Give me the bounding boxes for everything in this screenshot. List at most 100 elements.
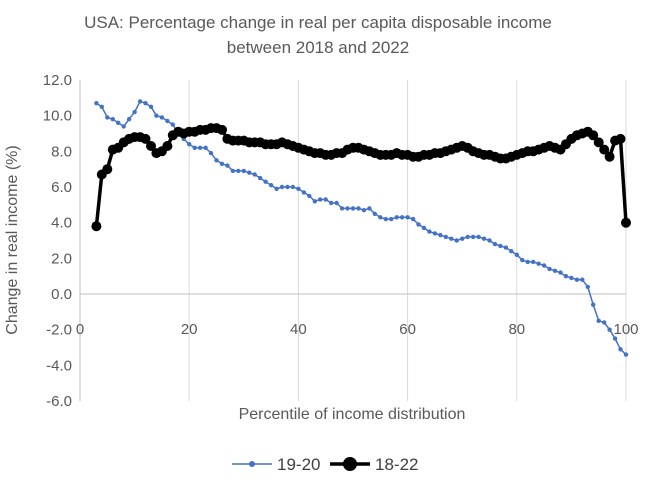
x-tick-labels: 0 20 40 60 80 100 [76,321,639,338]
data-point [531,259,536,265]
data-point [268,183,274,188]
legend-item-18-22: 18-22 [330,455,418,474]
y-axis-label: Change in real income (%) [4,145,21,334]
data-point [599,144,610,155]
data-point [318,197,323,202]
data-point [165,118,170,124]
data-point [345,206,350,211]
data-point [383,216,388,222]
data-point [154,113,159,118]
data-point [389,216,394,222]
x-tick-label: 40 [290,321,307,338]
data-point [621,217,631,228]
data-point [563,274,569,279]
data-point [615,133,626,144]
data-point [536,261,541,266]
data-point [203,145,208,150]
legend-swatch-marker [249,461,255,467]
data-point [110,117,116,122]
data-point [520,257,525,263]
x-tick-label: 0 [76,321,84,338]
data-point [503,245,509,250]
y-tick-label: 10.0 [43,108,72,125]
legend: 19-20 18-22 [232,455,418,474]
data-point [247,170,252,175]
y-tick-label: -2.0 [46,322,72,339]
y-tick-labels: -6.0 -4.0 -2.0 0.0 2.0 4.0 6.0 8.0 10.0 12.0 [43,72,72,410]
data-point [263,179,268,184]
data-point [476,234,481,240]
data-point [339,206,345,211]
data-point [405,215,410,220]
data-point [612,336,618,341]
data-point [547,266,552,272]
data-point [126,117,132,122]
data-point [236,168,241,174]
y-tick-label: 8.0 [51,143,72,160]
data-point [454,238,459,243]
data-point [146,141,156,151]
data-point [219,161,225,166]
data-point [569,275,574,281]
data-point [105,115,110,120]
data-point [296,186,301,191]
data-point [279,184,285,190]
y-tick-label: 12.0 [43,72,72,89]
data-point [99,104,105,110]
data-point [217,124,227,135]
data-point [514,252,519,257]
data-point [438,232,443,238]
data-point [432,231,438,236]
data-point [94,101,99,106]
y-tick-label: 4.0 [51,215,72,232]
y-tick-label: -6.0 [46,393,72,410]
x-tick-label: 60 [399,321,416,338]
data-point [443,234,448,240]
data-point [399,215,405,220]
data-point [208,150,214,156]
data-point [580,277,585,282]
data-point [585,284,590,290]
chart-subtitle: between 2018 and 2022 [227,38,409,57]
series-19-20 [94,99,629,357]
data-point [558,270,563,275]
data-point [192,145,197,150]
series-18-22 [91,123,631,232]
series-line-19-20 [95,100,627,356]
data-point [623,352,629,357]
data-point [427,229,432,234]
data-point [509,249,514,254]
data-point [140,133,151,144]
data-point [607,327,612,332]
x-tick-label: 20 [181,321,198,338]
data-point [487,238,492,243]
data-point [121,124,126,129]
data-point [410,216,416,222]
data-point [225,163,230,168]
series [91,99,631,357]
data-point [498,243,503,249]
data-point [170,122,175,127]
data-point [102,164,113,175]
y-tick-label: 6.0 [51,179,72,196]
data-point [116,120,121,126]
data-point [329,200,334,206]
grid [188,80,627,401]
data-point [591,302,596,307]
data-point [367,206,372,211]
y-tick-label: 0.0 [51,286,72,303]
data-point [372,211,377,216]
data-point [159,115,165,120]
data-point [323,197,328,202]
data-point [602,320,607,325]
x-tick-label: 80 [508,321,525,338]
data-point [465,234,470,240]
legend-label: 19-20 [277,455,320,474]
data-point [618,347,623,352]
data-point [378,215,383,220]
data-point [574,277,580,282]
data-point [285,184,290,190]
data-point [492,241,498,247]
